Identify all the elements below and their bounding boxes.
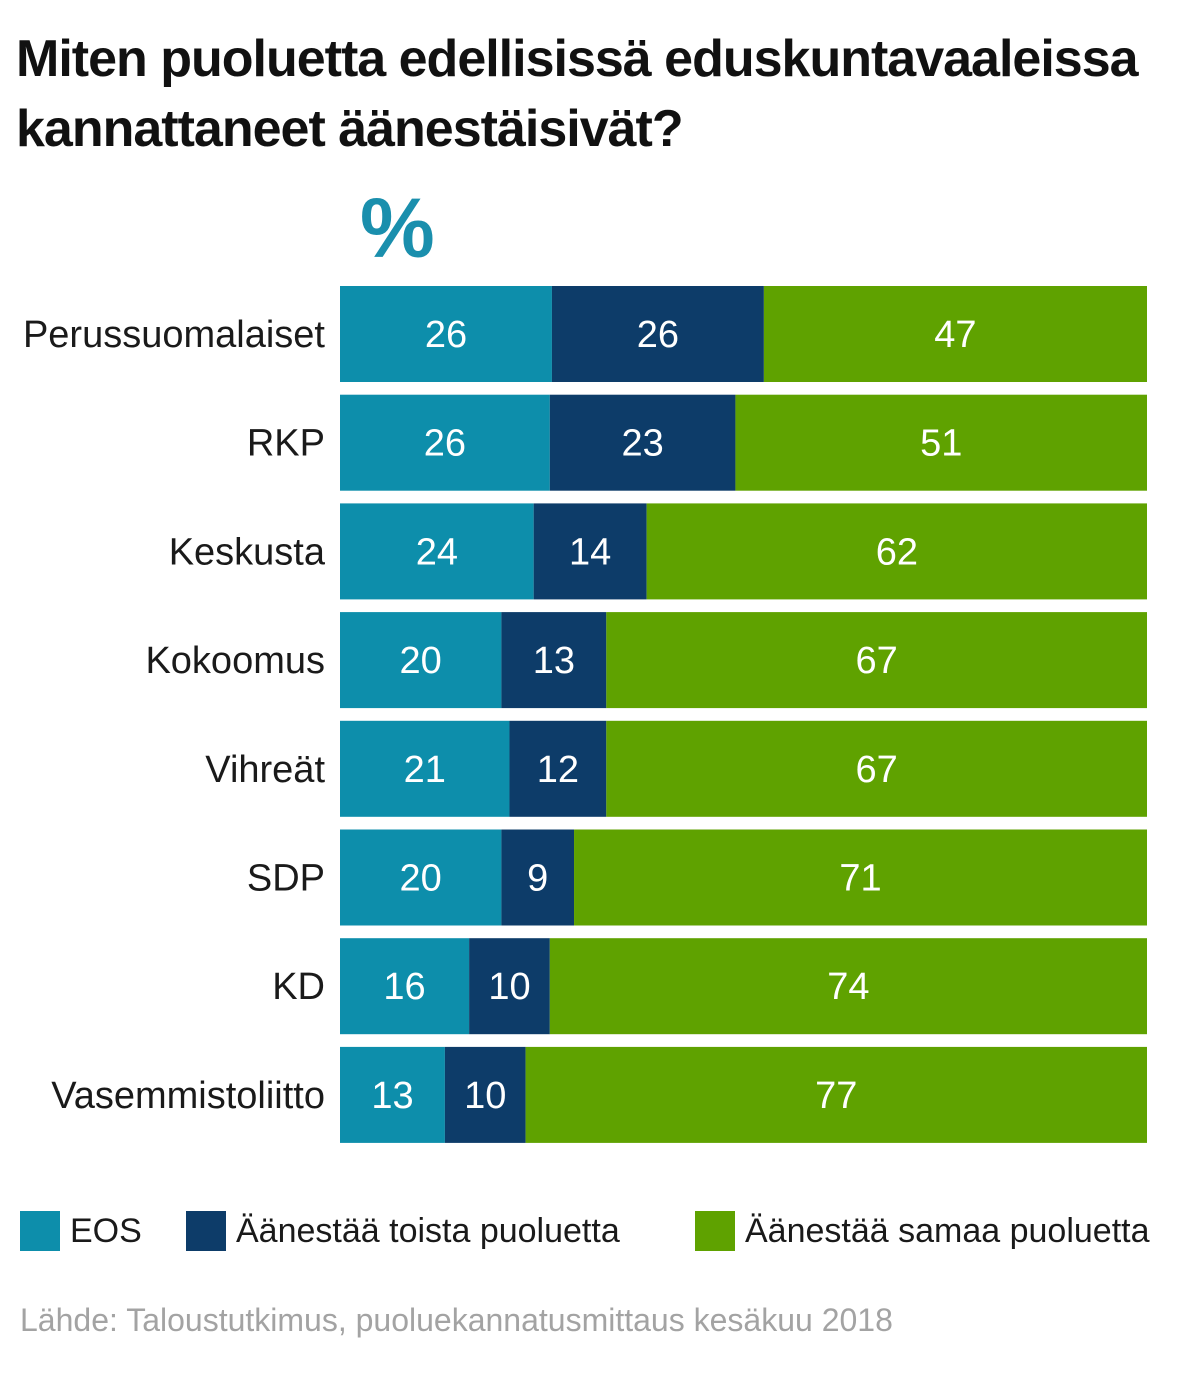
bar-segment-vihre-t-2: [606, 720, 1147, 817]
legend-item-samaa: Äänestää samaa puoluetta: [695, 1206, 1150, 1256]
legend-item-eos: EOS: [20, 1206, 142, 1256]
value-label-vasemmistoliitto-1: 10: [464, 1075, 506, 1117]
legend-swatch-toista: [186, 1211, 226, 1251]
value-label-perussuomalaiset-2: 47: [934, 314, 976, 356]
bar-segment-kokoomus-0: [340, 612, 502, 709]
bar-segment-perussuomalaiset-2: [763, 286, 1147, 382]
category-label-kokoomus: Kokoomus: [145, 640, 325, 682]
legend-item-toista: Äänestää toista puoluetta: [186, 1206, 620, 1256]
bar-segment-vihre-t-1: [509, 720, 607, 817]
category-label-perussuomalaiset: Perussuomalaiset: [23, 314, 325, 356]
category-label-vasemmistoliitto: Vasemmistoliitto: [51, 1075, 325, 1117]
bar-segment-kd-2: [549, 938, 1147, 1035]
value-label-vihre-t-0: 21: [404, 749, 446, 791]
bar-segment-kd-0: [340, 938, 470, 1035]
bar-segment-rkp-0: [340, 394, 550, 491]
value-label-kd-1: 10: [488, 966, 530, 1008]
value-label-kokoomus-1: 13: [533, 640, 575, 682]
chart-title: Miten puoluetta edellisissä eduskuntavaa…: [16, 30, 1139, 158]
legend-swatch-samaa: [695, 1211, 735, 1251]
bar-segment-vasemmistoliitto-1: [444, 1046, 526, 1143]
bar-segment-kokoomus-1: [501, 612, 607, 709]
value-label-perussuomalaiset-0: 26: [425, 314, 467, 356]
value-label-rkp-2: 51: [920, 423, 962, 465]
value-label-kd-0: 16: [383, 966, 425, 1008]
bar-segment-vasemmistoliitto-0: [340, 1046, 445, 1143]
value-label-keskusta-0: 24: [416, 531, 458, 573]
value-label-kokoomus-2: 67: [856, 640, 898, 682]
stacked-bar-chart: Perussuomalaiset 26 26 47 RKP 26 23 51 Keskusta 2…: [23, 286, 1147, 1143]
bar-segment-perussuomalaiset-0: [340, 286, 552, 382]
value-label-perussuomalaiset-1: 26: [637, 314, 679, 356]
category-label-keskusta: Keskusta: [169, 531, 326, 573]
percent-unit-label: %: [360, 181, 435, 275]
bar-segment-kd-1: [469, 938, 550, 1035]
legend-label-toista: Äänestää toista puoluetta: [236, 1211, 620, 1250]
category-label-sdp: SDP: [247, 858, 325, 900]
value-label-vasemmistoliitto-2: 77: [815, 1075, 857, 1117]
value-label-kokoomus-0: 20: [400, 640, 442, 682]
category-label-kd: KD: [272, 966, 325, 1008]
value-label-vihre-t-2: 67: [856, 749, 898, 791]
bar-segment-perussuomalaiset-1: [551, 286, 764, 382]
category-label-rkp: RKP: [247, 423, 325, 465]
legend-label-samaa: Äänestää samaa puoluetta: [745, 1211, 1150, 1250]
value-label-vihre-t-1: 12: [537, 749, 579, 791]
bar-segment-keskusta-1: [533, 503, 647, 600]
value-label-sdp-0: 20: [400, 858, 442, 900]
bar-segment-sdp-0: [340, 829, 502, 926]
chart-legend: EOS Äänestää toista puoluetta Äänestää s…: [0, 1206, 1199, 1256]
legend-label-eos: EOS: [70, 1211, 142, 1250]
category-label-vihre-t: Vihreät: [205, 749, 325, 791]
value-label-keskusta-2: 62: [876, 531, 918, 573]
bar-segment-vasemmistoliitto-2: [525, 1046, 1147, 1143]
value-label-rkp-1: 23: [621, 423, 663, 465]
value-label-rkp-0: 26: [424, 423, 466, 465]
bar-segment-vihre-t-0: [340, 720, 510, 817]
value-label-vasemmistoliitto-0: 13: [371, 1075, 413, 1117]
source-note: Lähde: Taloustutkimus, puoluekannatusmit…: [20, 1302, 893, 1338]
bar-segment-keskusta-2: [646, 503, 1147, 600]
bar-segment-sdp-1: [501, 829, 575, 926]
bar-segment-rkp-1: [549, 394, 736, 491]
legend-swatch-eos: [20, 1211, 60, 1251]
value-label-sdp-2: 71: [839, 858, 881, 900]
bar-segment-kokoomus-2: [606, 612, 1147, 709]
bar-segment-sdp-2: [574, 829, 1147, 926]
value-label-keskusta-1: 14: [569, 531, 611, 573]
value-label-kd-2: 74: [827, 966, 869, 1008]
bar-segment-keskusta-0: [340, 503, 534, 600]
value-label-sdp-1: 9: [527, 858, 548, 900]
bar-segment-rkp-2: [735, 394, 1147, 491]
